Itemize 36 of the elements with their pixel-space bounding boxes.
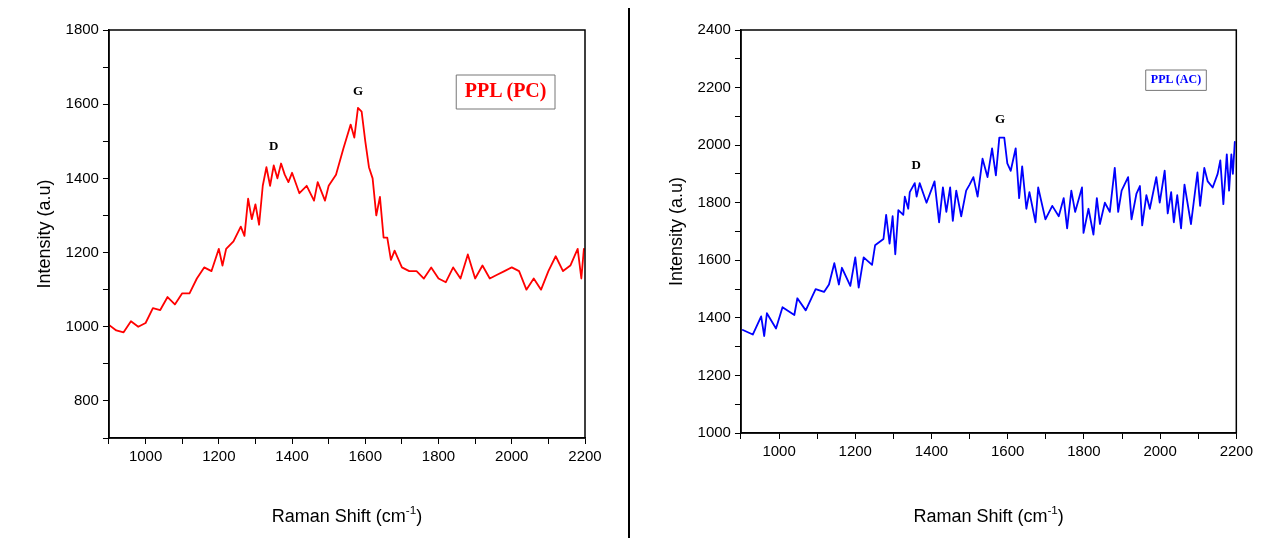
x-tick-label: 1600	[991, 442, 1025, 460]
y-tick-label: 1600	[65, 94, 99, 112]
y-tick-label: 1000	[697, 423, 731, 441]
x-tick-label: 2000	[1143, 442, 1177, 460]
x-tick-label: 1000	[128, 447, 163, 465]
y-tick-label: 2200	[697, 77, 731, 95]
y-axis-title: Intensity (a.u)	[33, 179, 54, 289]
x-tick-label: 2200	[1219, 442, 1253, 460]
x-tick-label: 1800	[1067, 442, 1101, 460]
x-tick-label: 2000	[495, 447, 529, 465]
y-tick-label: 2400	[697, 20, 731, 38]
y-tick-label: 1800	[65, 20, 99, 38]
y-tick-label: 1600	[697, 250, 731, 268]
annotation: D	[269, 138, 279, 154]
annotation: G	[352, 82, 364, 98]
y-tick-label: 1400	[697, 308, 731, 325]
x-tick-label: 1200	[838, 442, 872, 460]
x-tick-label: 1800	[421, 447, 456, 465]
x-tick-label: 1600	[348, 447, 382, 465]
x-tick-label: 2200	[568, 447, 602, 465]
y-tick-label: 1000	[65, 316, 99, 334]
x-tick-label: 1200	[202, 447, 236, 465]
y-axis-title: Intensity (a.u)	[665, 176, 686, 287]
y-tick-label: 1200	[697, 365, 731, 383]
annotation: G	[995, 111, 1006, 127]
y-tick-label: 1200	[65, 242, 99, 260]
text: PPL (PC)	[464, 79, 547, 103]
x-tick-label: 1400	[275, 447, 309, 465]
y-tick-label: 1800	[697, 192, 731, 210]
text: PPL (AC)	[1150, 72, 1202, 87]
x-tick-label: 1400	[914, 442, 949, 460]
y-tick-label: 2000	[697, 135, 731, 153]
y-tick-label: 800	[73, 391, 99, 409]
x-tick-label: 1000	[762, 442, 796, 460]
annotation: D	[911, 157, 921, 173]
y-tick-label: 1400	[65, 168, 99, 186]
